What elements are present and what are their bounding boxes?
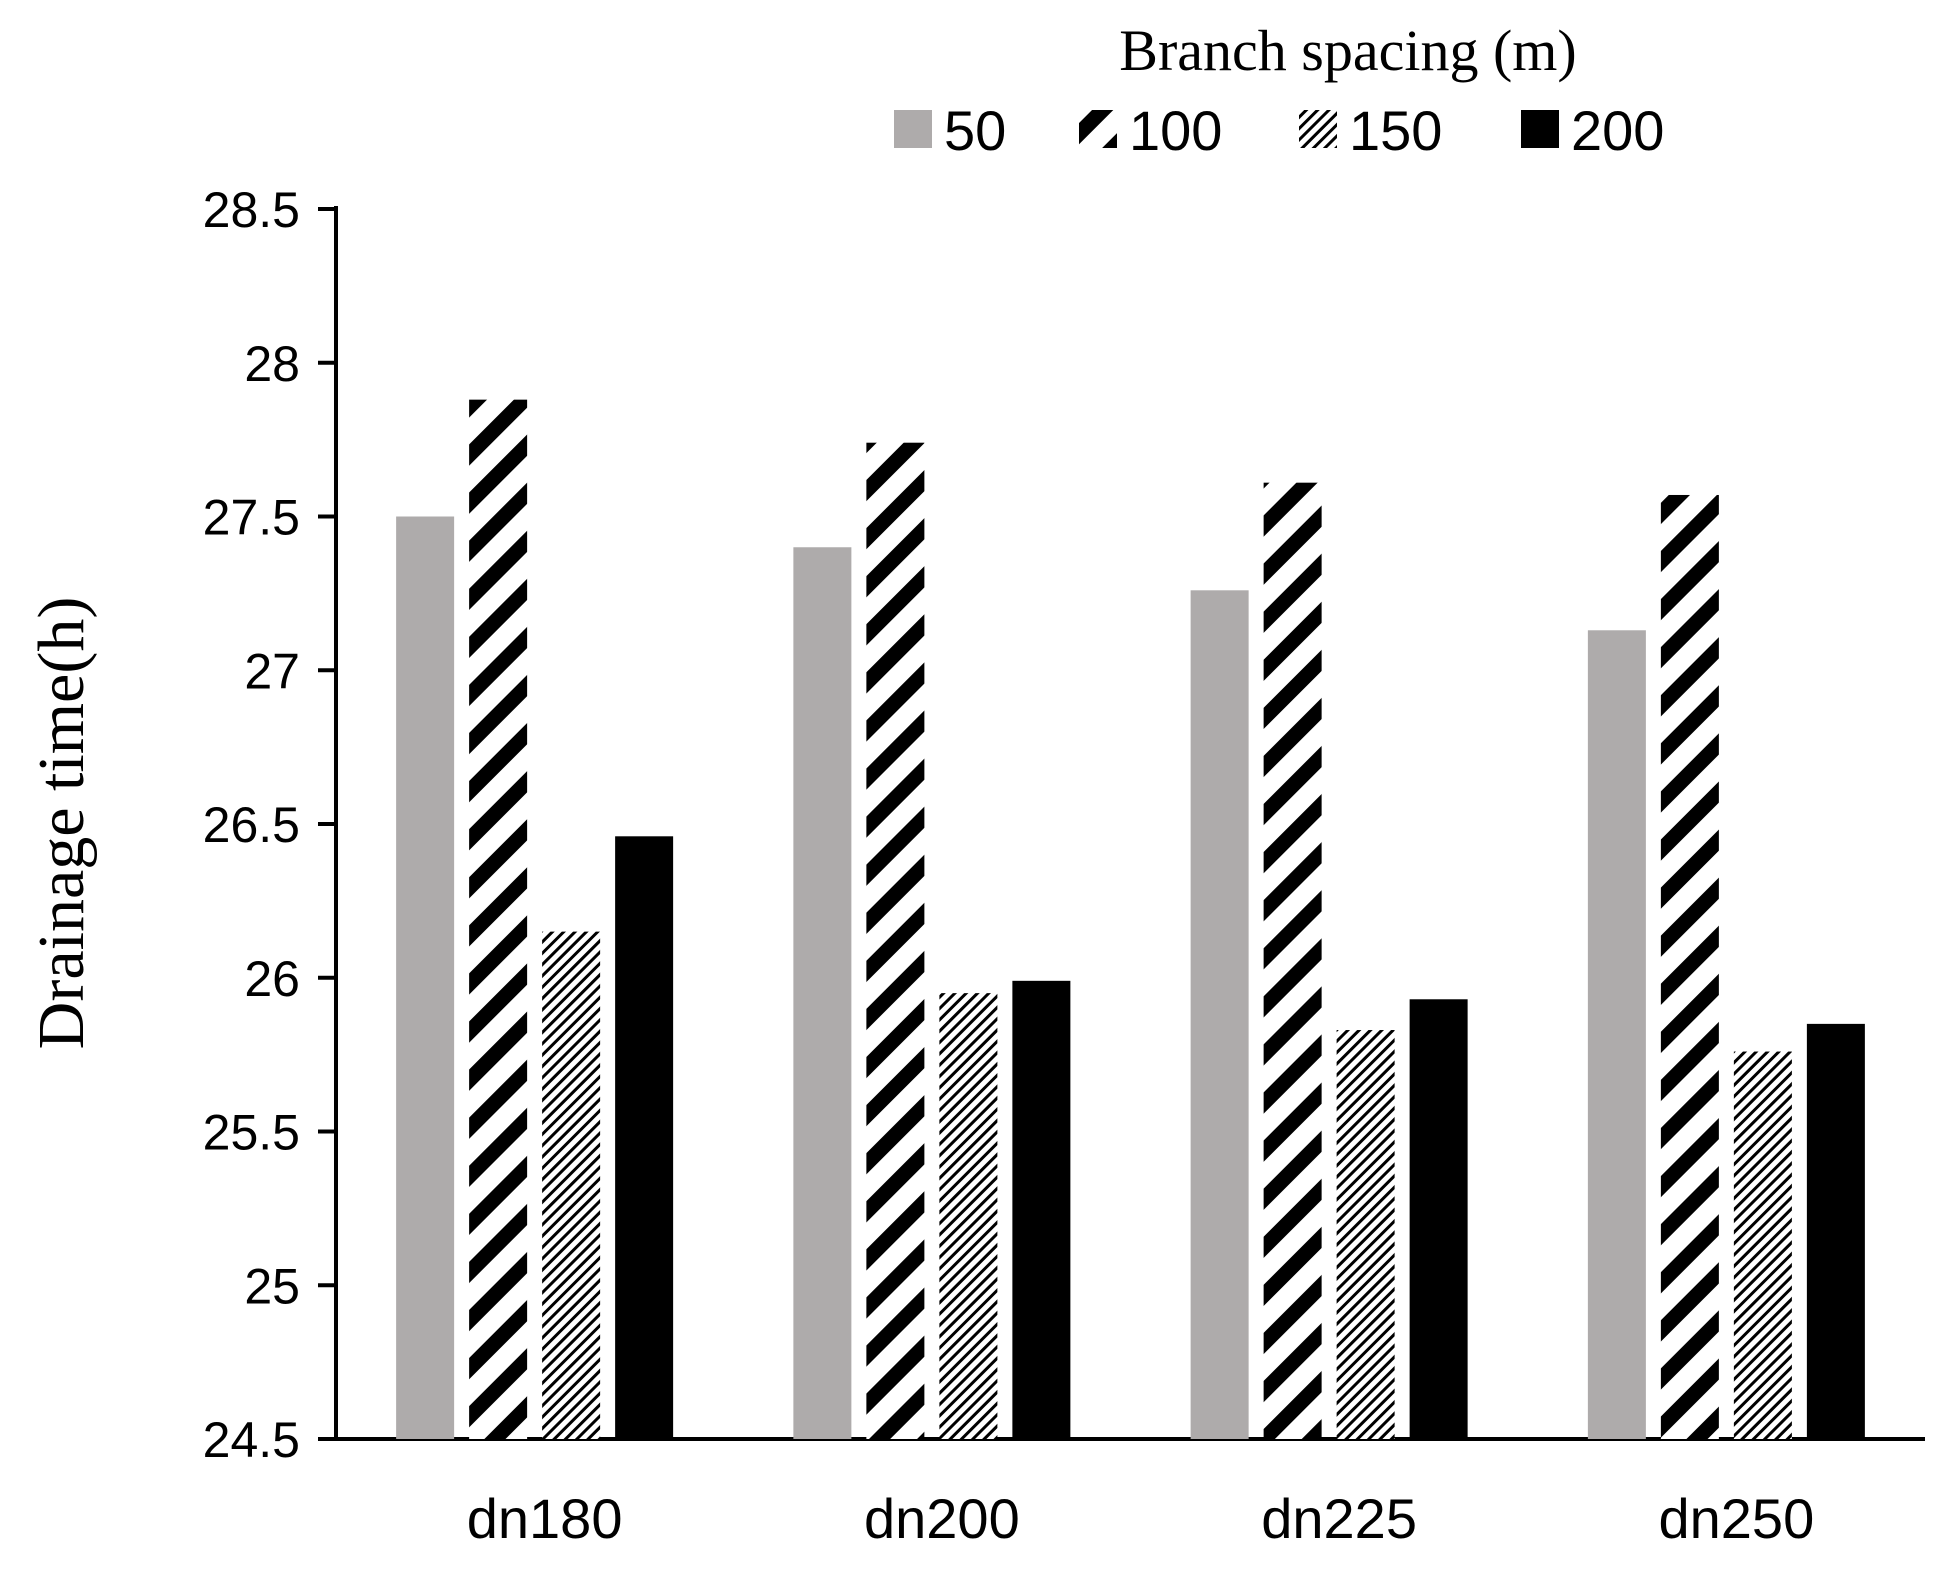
- x-tick-label: dn250: [1659, 1487, 1815, 1550]
- bar-dn200-100: [866, 442, 925, 1439]
- y-tick-label: 27.5: [203, 490, 300, 546]
- bar-dn250-150: [1733, 1051, 1792, 1439]
- legend-label-150: 150: [1349, 99, 1442, 162]
- x-tick-label: dn225: [1261, 1487, 1417, 1550]
- legend-swatch-100: [1079, 110, 1117, 148]
- y-tick-label: 27: [244, 643, 300, 699]
- legend: Branch spacing (m) 50 100 150 200: [894, 18, 1664, 162]
- x-tick-label: dn180: [467, 1487, 623, 1550]
- bar-dn180-100: [469, 399, 528, 1439]
- y-tick-label: 26.5: [203, 797, 300, 853]
- legend-title: Branch spacing (m): [1119, 18, 1576, 83]
- y-tick-label: 28.5: [203, 182, 300, 238]
- legend-swatch-50: [894, 110, 932, 148]
- bar-dn180-200: [615, 836, 674, 1439]
- y-tick-label: 26: [244, 951, 300, 1007]
- bar-dn250-50: [1587, 630, 1646, 1439]
- bar-dn200-200: [1012, 980, 1071, 1439]
- bar-dn225-100: [1263, 482, 1322, 1439]
- y-tick-label: 24.5: [203, 1412, 300, 1468]
- bar-dn250-200: [1806, 1023, 1865, 1439]
- bar-dn250-100: [1660, 494, 1719, 1440]
- bar-dn200-150: [939, 993, 998, 1439]
- legend-label-100: 100: [1129, 99, 1222, 162]
- x-tick-label: dn200: [864, 1487, 1020, 1550]
- bar-dn225-50: [1190, 590, 1249, 1439]
- legend-swatch-200: [1521, 110, 1559, 148]
- bar-dn225-200: [1409, 999, 1468, 1439]
- y-tick-label: 28: [244, 336, 300, 392]
- legend-label-50: 50: [944, 99, 1006, 162]
- y-axis-title: Drainage time(h): [25, 597, 98, 1050]
- bar-dn180-50: [396, 516, 455, 1439]
- legend-swatch-150: [1299, 110, 1337, 148]
- bar-dn225-150: [1336, 1030, 1395, 1439]
- y-tick-label: 25.5: [203, 1105, 300, 1161]
- bar-dn180-150: [542, 931, 601, 1439]
- bar-dn200-50: [793, 547, 852, 1439]
- y-tick-label: 25: [244, 1258, 300, 1314]
- legend-label-200: 200: [1571, 99, 1664, 162]
